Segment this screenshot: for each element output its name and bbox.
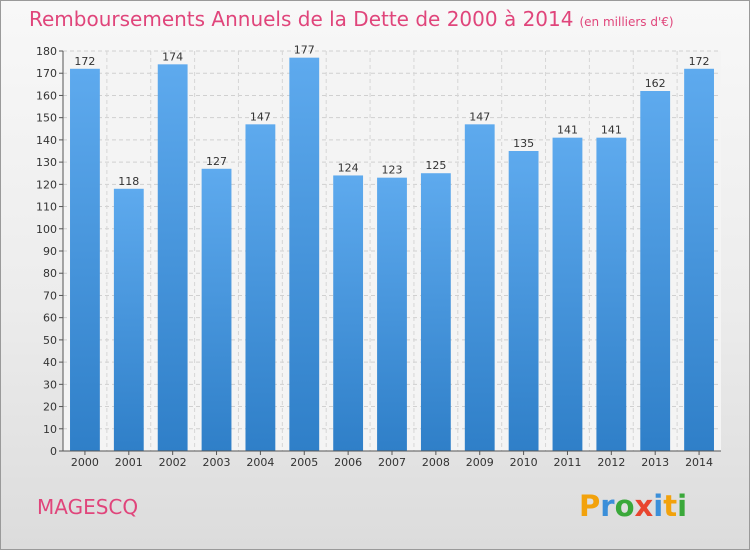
- data-label-2009: 147: [469, 110, 490, 123]
- logo-letter: t: [663, 489, 678, 523]
- logo-letter: P: [579, 489, 601, 523]
- x-tick-label-2006: 2006: [334, 456, 362, 469]
- y-tick-label: 110: [36, 201, 57, 214]
- chart-title: Remboursements Annuels de la Dette de 20…: [29, 7, 674, 31]
- bar-2010: [508, 151, 539, 451]
- bar-2007: [377, 177, 407, 451]
- data-label-2007: 123: [382, 164, 403, 177]
- x-tick-label-2014: 2014: [685, 456, 713, 469]
- data-label-2014: 172: [689, 55, 710, 68]
- y-tick-label: 60: [43, 312, 57, 325]
- data-label-2002: 174: [162, 50, 183, 63]
- bar-2001: [113, 188, 144, 451]
- bar-2005: [289, 57, 320, 452]
- x-tick-label-2009: 2009: [466, 456, 494, 469]
- data-label-2012: 141: [601, 124, 622, 137]
- logo-letter: x: [634, 489, 654, 523]
- x-tick-label-2000: 2000: [71, 456, 99, 469]
- y-tick-label: 170: [36, 67, 57, 80]
- x-tick-label-2003: 2003: [203, 456, 231, 469]
- data-label-2006: 124: [338, 161, 359, 174]
- x-tick-label-2011: 2011: [553, 456, 581, 469]
- bar-2004: [245, 124, 276, 451]
- y-tick-label: 90: [43, 245, 57, 258]
- bar-2012: [596, 137, 627, 451]
- y-tick-label: 100: [36, 223, 57, 236]
- data-label-2005: 177: [294, 44, 315, 57]
- city-label: MAGESCQ: [37, 495, 139, 519]
- bar-2014: [684, 68, 714, 452]
- x-tick-label-2005: 2005: [290, 456, 318, 469]
- x-tick-label-2004: 2004: [246, 456, 274, 469]
- bar-2009: [464, 124, 495, 451]
- y-tick-label: 70: [43, 289, 57, 302]
- y-tick-label: 0: [50, 445, 57, 458]
- x-tick-label-2007: 2007: [378, 456, 406, 469]
- y-tick-label: 30: [43, 378, 57, 391]
- logo-letter: i: [653, 489, 664, 523]
- bar-2013: [640, 91, 671, 451]
- y-tick-label: 10: [43, 423, 57, 436]
- y-tick-label: 180: [36, 45, 57, 58]
- x-tick-label-2010: 2010: [510, 456, 538, 469]
- bar-2002: [157, 64, 188, 452]
- y-tick-label: 130: [36, 156, 57, 169]
- data-label-2004: 147: [250, 110, 271, 123]
- bar-2011: [552, 137, 583, 451]
- x-tick-label-2013: 2013: [641, 456, 669, 469]
- x-tick-label-2012: 2012: [597, 456, 625, 469]
- data-label-2010: 135: [513, 137, 534, 150]
- logo-letter: r: [600, 489, 615, 523]
- x-tick-label-2001: 2001: [115, 456, 143, 469]
- x-tick-label-2002: 2002: [159, 456, 187, 469]
- axes: 0 10 20 30 40 50 60 70 80 90 100 110 120 130 140 150 160…: [36, 45, 721, 469]
- data-label-2001: 118: [118, 175, 139, 188]
- y-tick-label: 40: [43, 356, 57, 369]
- y-tick-label: 150: [36, 112, 57, 125]
- proxiti-logo: Proxiti: [579, 489, 687, 523]
- bar-2000: [70, 68, 100, 452]
- chart-subtitle: (en milliers d'€): [579, 15, 674, 29]
- logo-letter: o: [614, 489, 635, 523]
- data-label-2003: 127: [206, 155, 227, 168]
- data-label-2008: 125: [425, 159, 446, 172]
- y-tick-label: 80: [43, 267, 57, 280]
- bar-2006: [333, 175, 364, 451]
- y-tick-label: 50: [43, 334, 57, 347]
- y-tick-label: 120: [36, 178, 57, 191]
- data-label-2000: 172: [74, 55, 95, 68]
- logo-letter: i: [677, 489, 688, 523]
- y-tick-label: 140: [36, 134, 57, 147]
- x-tick-label-2008: 2008: [422, 456, 450, 469]
- data-label-2013: 162: [645, 77, 666, 90]
- y-tick-label: 20: [43, 401, 57, 414]
- bar-2003: [201, 168, 232, 451]
- bars: 172 118 174 127 147 177 124 123 125 147 135 141 141 1…: [70, 44, 714, 452]
- data-label-2011: 141: [557, 124, 578, 137]
- y-tick-label: 160: [36, 89, 57, 102]
- bar-2008: [420, 173, 451, 451]
